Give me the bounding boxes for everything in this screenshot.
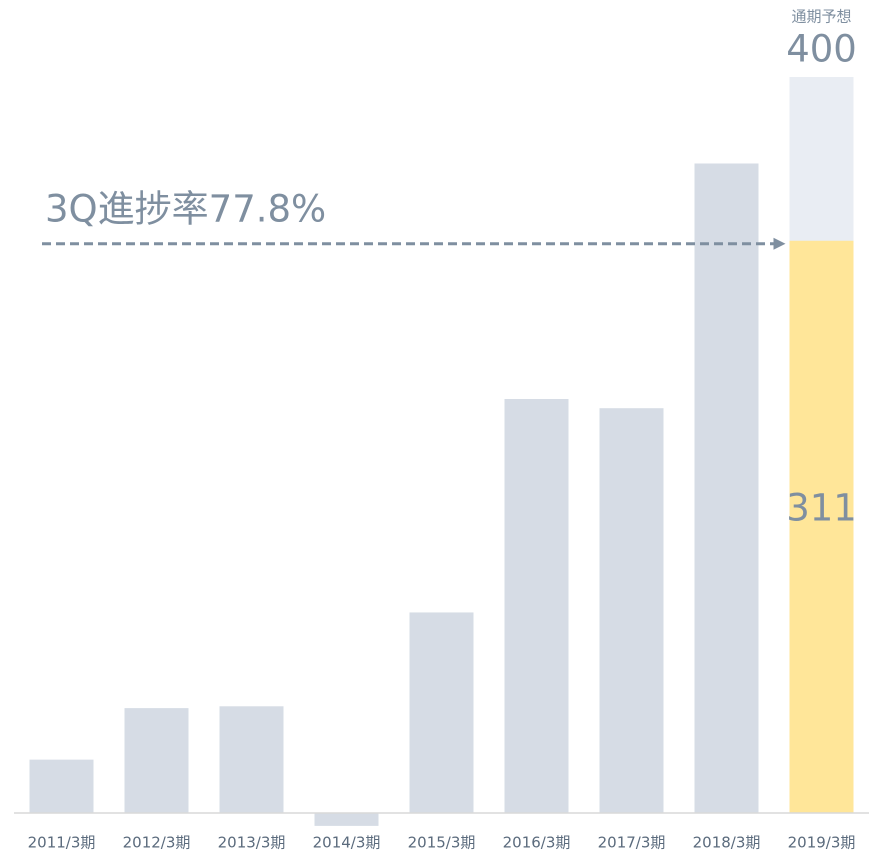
x-tick-label: 2016/3期 [503,834,571,852]
bar [694,163,759,814]
arrow-head [773,237,786,250]
x-tick-label: 2019/3期 [788,834,856,852]
x-tick-label: 2011/3期 [28,834,96,852]
data-label: 311 [786,487,857,530]
x-tick-label: 2015/3期 [408,834,476,852]
bar [789,240,854,813]
x-tick-label: 2013/3期 [218,834,286,852]
x-tick-label: 2014/3期 [313,834,381,852]
forecast-label: 400 [786,28,857,71]
bar [599,408,664,813]
bar [504,399,569,813]
bar [314,813,379,826]
forecast-caption: 通期予想 [791,8,851,26]
bar [124,708,189,813]
bar [29,759,94,813]
x-tick-label: 2012/3期 [123,834,191,852]
x-tick-label: 2017/3期 [598,834,666,852]
bar [409,612,474,813]
annotation: 3Q進捗率77.8% [45,188,326,231]
x-tick-label: 2018/3期 [693,834,761,852]
bar [219,706,284,813]
